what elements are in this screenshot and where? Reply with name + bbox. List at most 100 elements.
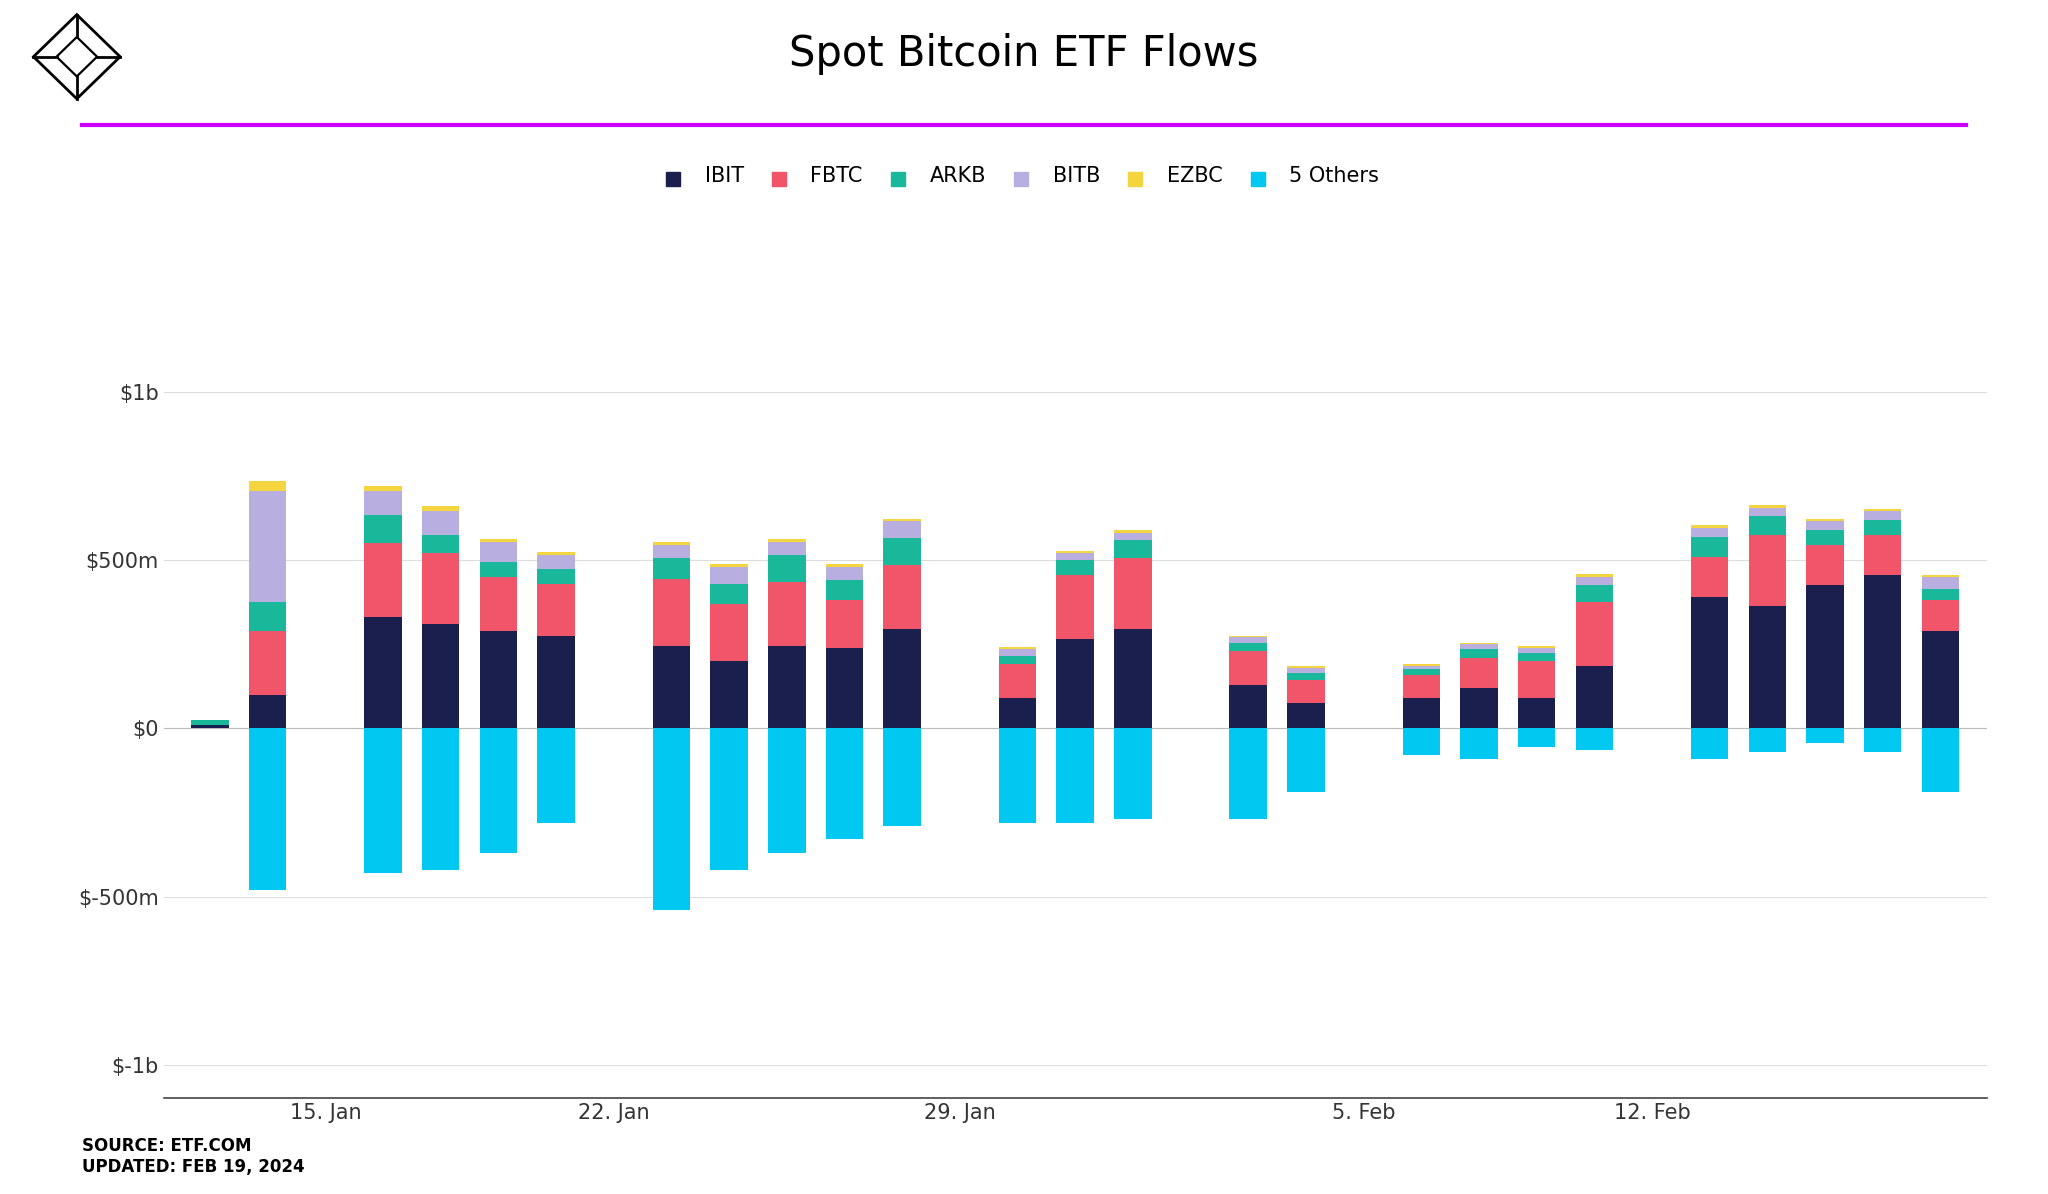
Bar: [1749, 605, 1786, 728]
Bar: [1229, 651, 1268, 684]
Bar: [883, 629, 922, 728]
Bar: [999, 698, 1036, 728]
Bar: [1403, 666, 1440, 670]
Bar: [1864, 728, 1901, 752]
Bar: [479, 562, 518, 577]
Bar: [883, 518, 922, 522]
Bar: [1229, 684, 1268, 728]
Legend: IBIT, FBTC, ARKB, BITB, EZBC, 5 Others: IBIT, FBTC, ARKB, BITB, EZBC, 5 Others: [662, 156, 1386, 195]
Bar: [479, 542, 518, 562]
Bar: [1057, 576, 1094, 639]
Bar: [825, 728, 862, 839]
Bar: [1575, 585, 1614, 602]
Bar: [1114, 559, 1151, 629]
Bar: [1114, 540, 1151, 559]
Bar: [1114, 534, 1151, 540]
Bar: [883, 565, 922, 629]
Bar: [1057, 560, 1094, 576]
Bar: [1921, 728, 1960, 793]
Bar: [711, 584, 748, 604]
Bar: [1460, 645, 1497, 650]
Bar: [365, 491, 401, 515]
Bar: [1692, 556, 1729, 597]
Bar: [653, 559, 690, 579]
Bar: [999, 650, 1036, 656]
Bar: [1288, 667, 1325, 673]
Bar: [711, 661, 748, 728]
Bar: [1229, 642, 1268, 651]
Bar: [422, 511, 459, 535]
Bar: [768, 581, 805, 646]
Bar: [422, 535, 459, 553]
Bar: [537, 728, 575, 823]
Bar: [1692, 525, 1729, 528]
Bar: [711, 564, 748, 567]
Bar: [1229, 635, 1268, 638]
Bar: [1057, 728, 1094, 823]
Bar: [422, 624, 459, 728]
Bar: [1288, 679, 1325, 703]
Bar: [711, 567, 748, 584]
Bar: [1114, 530, 1151, 534]
Bar: [1460, 642, 1497, 645]
Bar: [1057, 553, 1094, 560]
Bar: [190, 720, 229, 725]
Bar: [825, 601, 862, 647]
Bar: [768, 538, 805, 542]
Bar: [1403, 664, 1440, 666]
Bar: [1114, 629, 1151, 728]
Bar: [653, 542, 690, 544]
Bar: [1749, 505, 1786, 507]
Bar: [1921, 577, 1960, 589]
Bar: [1518, 647, 1554, 653]
Bar: [653, 579, 690, 646]
Bar: [1692, 536, 1729, 556]
Bar: [250, 491, 287, 602]
Bar: [1921, 589, 1960, 601]
Bar: [883, 728, 922, 826]
Bar: [365, 617, 401, 728]
Bar: [250, 481, 287, 491]
Bar: [1749, 516, 1786, 535]
Bar: [1403, 675, 1440, 698]
Bar: [1806, 544, 1843, 585]
Bar: [250, 695, 287, 728]
Bar: [1403, 698, 1440, 728]
Bar: [537, 553, 575, 555]
Bar: [1518, 646, 1554, 647]
Bar: [1921, 601, 1960, 630]
Bar: [1575, 666, 1614, 728]
Bar: [768, 646, 805, 728]
Bar: [1575, 728, 1614, 750]
Bar: [1403, 728, 1440, 756]
Bar: [1806, 518, 1843, 522]
Bar: [365, 543, 401, 617]
Bar: [1229, 728, 1268, 819]
Bar: [1692, 728, 1729, 758]
Bar: [999, 728, 1036, 823]
Bar: [1288, 728, 1325, 793]
Bar: [537, 555, 575, 568]
Bar: [653, 728, 690, 910]
Bar: [250, 630, 287, 695]
Bar: [537, 584, 575, 635]
Bar: [1575, 577, 1614, 585]
Bar: [1057, 550, 1094, 553]
Bar: [1288, 673, 1325, 679]
Bar: [1806, 585, 1843, 728]
Bar: [1806, 522, 1843, 530]
Bar: [711, 728, 748, 869]
Bar: [1864, 576, 1901, 728]
Bar: [999, 664, 1036, 698]
Bar: [1518, 698, 1554, 728]
Bar: [1518, 661, 1554, 698]
Bar: [1460, 650, 1497, 658]
Bar: [1518, 728, 1554, 747]
Bar: [1460, 658, 1497, 688]
Bar: [1864, 511, 1901, 519]
Bar: [653, 646, 690, 728]
Bar: [365, 515, 401, 543]
Bar: [1749, 535, 1786, 605]
Bar: [422, 506, 459, 511]
Bar: [1114, 728, 1151, 819]
